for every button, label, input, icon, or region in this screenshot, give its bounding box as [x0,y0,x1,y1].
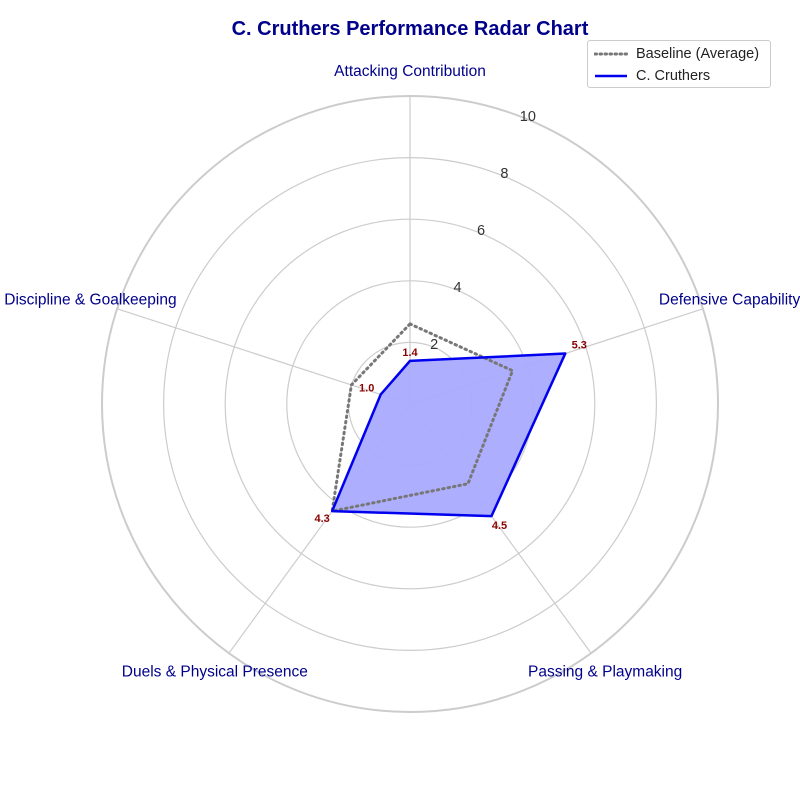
radial-tick-label-1: 2 [430,337,438,353]
chart-title: C. Cruthers Performance Radar Chart [231,18,589,40]
axis-label-3: Passing & Playmaking [528,664,682,681]
axis-label-4: Duels & Physical Presence [122,664,308,681]
chart-legend: Baseline (Average) C. Cruthers [587,40,771,88]
data-label-1: 1.4 [402,347,418,359]
legend-label-player: C. Cruthers [636,68,711,84]
baseline-line [330,322,515,513]
data-label-2: 5.3 [572,339,587,351]
data-label-5: 1.0 [359,382,374,394]
data-label-4: 4.3 [315,513,330,525]
legend-entry-baseline: Baseline (Average) [594,44,759,64]
radial-tick-label-5: 10 [520,109,536,125]
legend-swatch-baseline [594,52,628,56]
player-line [330,352,567,518]
axis-spoke-5 [116,308,411,405]
axis-label-2: Defensive Capability [659,291,800,308]
axis-label-5: Discipline & Goalkeeping [4,291,176,308]
legend-swatch-player [595,74,627,78]
radial-tick-label-4: 8 [500,166,508,182]
legend-entry-player: C. Cruthers [594,66,710,86]
legend-label-baseline: Baseline (Average) [636,46,760,62]
axis-label-1: Attacking Contribution [334,63,486,80]
data-label-3: 4.5 [492,520,507,532]
player-area [332,353,566,517]
radial-tick-label-2: 4 [454,280,462,296]
radial-tick-label-3: 6 [477,223,485,239]
